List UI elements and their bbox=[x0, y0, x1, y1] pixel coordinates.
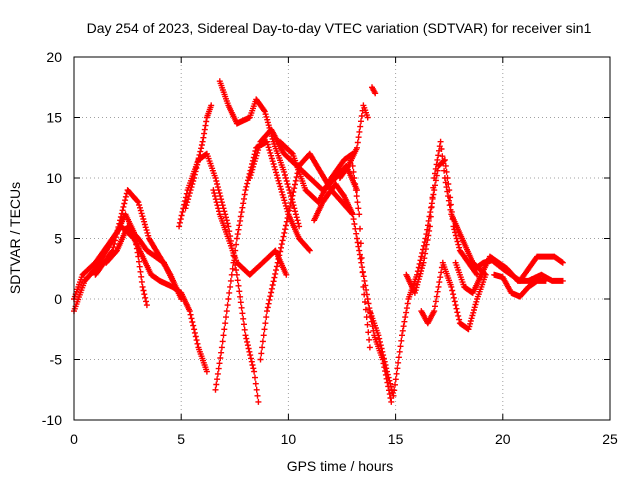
x-tick-label: 15 bbox=[388, 431, 404, 447]
x-tick-label: 5 bbox=[177, 431, 185, 447]
series-satellite-track-1 bbox=[71, 223, 210, 375]
series-satellite-track-16 bbox=[349, 162, 373, 351]
series-satellite-track-21 bbox=[471, 253, 566, 284]
series-satellite-track-19 bbox=[418, 259, 489, 333]
plus-markers bbox=[103, 223, 176, 284]
plus-markers bbox=[471, 253, 566, 284]
plus-markers bbox=[349, 162, 373, 351]
plus-markers bbox=[276, 138, 356, 206]
x-axis-label: GPS time / hours bbox=[287, 458, 394, 474]
series-satellite-track-22 bbox=[491, 271, 549, 300]
y-tick-label: 5 bbox=[54, 231, 62, 247]
series-satellite-track-6 bbox=[182, 102, 215, 212]
series-satellite-track-4 bbox=[103, 223, 176, 284]
grid-lines bbox=[74, 57, 610, 420]
y-tick-label: -5 bbox=[50, 352, 63, 368]
plot-frame bbox=[73, 56, 611, 421]
y-axis-label: SDTVAR / TECUs bbox=[7, 182, 23, 294]
plus-markers bbox=[369, 84, 379, 97]
x-tick-label: 10 bbox=[281, 431, 297, 447]
y-tick-label: 15 bbox=[46, 110, 62, 126]
plus-markers bbox=[336, 102, 371, 181]
x-tick-labels: 0 5 10 15 20 25 bbox=[70, 431, 618, 447]
y-tick-labels: -10 -5 0 5 10 15 20 bbox=[42, 49, 62, 428]
y-tick-label: 0 bbox=[54, 291, 62, 307]
series-satellite-track-15 bbox=[369, 84, 379, 97]
y-tick-label: 10 bbox=[46, 170, 62, 186]
plus-markers bbox=[182, 102, 215, 212]
y-tick-label: 20 bbox=[46, 49, 62, 65]
plus-markers bbox=[491, 271, 549, 300]
x-tick-label: 25 bbox=[602, 431, 618, 447]
series-satellite-track-13 bbox=[311, 181, 395, 405]
chart-title: Day 254 of 2023, Sidereal Day-to-day VTE… bbox=[87, 20, 592, 36]
plus-markers bbox=[311, 181, 395, 405]
series-satellite-track-14 bbox=[336, 102, 371, 181]
data-points bbox=[71, 78, 566, 405]
x-tick-label: 20 bbox=[495, 431, 511, 447]
plus-markers bbox=[71, 223, 210, 375]
y-tick-label: -10 bbox=[42, 412, 62, 428]
x-tick-label: 0 bbox=[70, 431, 78, 447]
plus-markers bbox=[418, 259, 489, 333]
series-satellite-track-12 bbox=[276, 138, 356, 206]
